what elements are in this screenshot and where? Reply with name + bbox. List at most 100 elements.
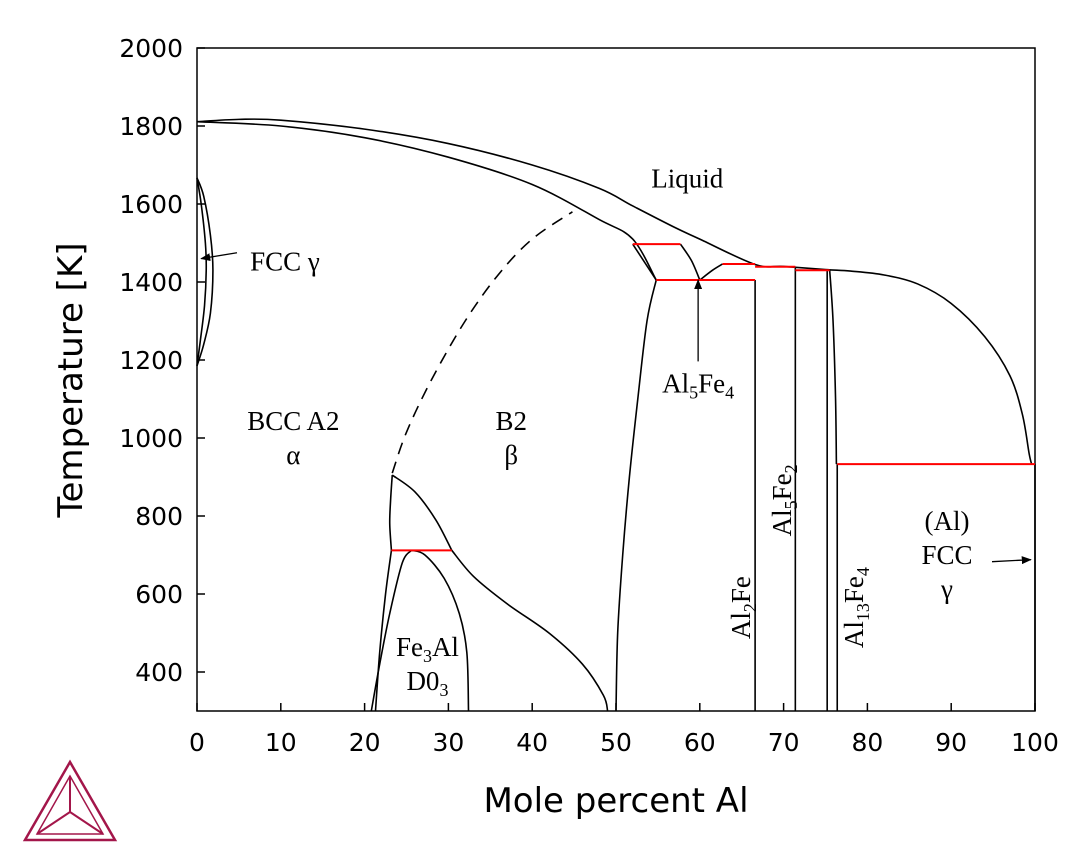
phase-label-text: FCC [921,540,972,570]
x-tick-label: 30 [432,728,464,757]
phase-label-al13fe4: Al13Fe4 [839,567,873,648]
label-segment: B2 [495,406,527,436]
x-tick-label: 80 [851,728,883,757]
label-segment: Fe [839,576,869,603]
boundary-liquidus-left [196,118,1033,465]
label-segment: Al [839,621,869,648]
boundary-gamma-loop-inner [196,177,208,366]
y-tick-label: 1400 [119,268,183,297]
boundary-d03-dome-left [370,549,413,712]
label-segment: α [286,440,300,470]
boundary-d03-upper-left [388,474,394,551]
plot-frame [196,47,1036,712]
subscript: 3 [423,646,432,666]
label-segment: β [504,440,518,470]
label-segment: Fe [396,632,423,662]
label-segment: Fe [698,368,725,398]
y-tick-label: 1000 [119,424,183,453]
label-segment: Al [432,632,459,662]
phase-boundaries [196,118,1036,712]
subscript: 5 [781,500,801,509]
boundary-d03-upper-right [391,474,453,551]
subscript: 13 [853,603,873,621]
subscript: 3 [439,680,448,700]
x-tick-label: 40 [516,728,548,757]
y-tick-label: 600 [135,580,183,609]
phase-label-text: γ [940,574,953,604]
label-segment: Liquid [651,164,723,194]
label-segment: BCC A2 [247,406,339,436]
boundary-al13fe4-right-top [828,270,838,465]
phase-label-al-fcc: (Al) FCC γ [921,506,1032,604]
boundary-b2-solvus [615,279,658,712]
label-segment: FCC [921,540,972,570]
phase-label-liquid: Liquid [651,164,723,194]
phase-label-al5fe4: Al5Fe4 [662,279,734,402]
label-segment: Al [662,368,689,398]
phase-label-al2fe: Al2Fe [726,576,760,639]
label-segment: Fe [767,473,797,500]
y-tick-label: 2000 [119,34,183,63]
phase-label-text: FCC γ [250,247,320,277]
x-tick-label: 20 [349,728,381,757]
x-tick-label: 0 [189,728,205,757]
phase-label-text: β [504,440,518,470]
boundary-d03-dome-right [411,549,470,712]
phase-label-text: α [286,440,300,470]
x-tick-label: 90 [935,728,967,757]
phase-label-text: Liquid [651,164,723,194]
y-tick-label: 800 [135,502,183,531]
x-tick-label: 60 [684,728,716,757]
phase-label-text: Al13Fe4 [839,567,873,648]
y-axis-ticks: 400 600 800 1000 1200 1400 1600 1800 2000 [119,34,205,687]
boundary-al5fe4-left [679,243,701,281]
phase-label-text: BCC A2 [247,406,339,436]
x-tick-label: 50 [600,728,632,757]
subscript: 4 [725,382,734,402]
x-tick-label: 70 [768,728,800,757]
boundary-al5fe4-right [699,263,723,281]
y-tick-label: 1600 [119,190,183,219]
phase-label-text: B2 [495,406,527,436]
phase-label-text: Al5Fe4 [662,368,734,402]
thermo-calc-logo [22,759,118,842]
phase-label-fcc-gamma-left: FCC γ [200,247,320,277]
label-segment: Al [767,509,797,536]
boundary-gamma-loop-outer [196,177,214,367]
boundary-solidus-bcc [196,120,657,281]
invariant-lines [391,243,1035,552]
label-segment: (Al) [925,506,970,536]
subscript: 2 [781,464,801,473]
y-tick-label: 1800 [119,112,183,141]
label-arrow [200,252,238,262]
phase-label-bcc-a2: BCC A2 α [247,406,339,470]
boundary-a2-b2-ordering [391,211,573,474]
subscript: 2 [740,603,760,612]
boundary-peritectic-left [632,243,657,281]
x-axis-title: Mole percent Al [483,781,748,821]
phase-label-text: (Al) [925,506,970,536]
phase-label-text: Al5Fe2 [767,464,801,536]
boundary-b2-d03-lower [451,549,609,712]
phase-label-text: Fe3Al [396,632,459,666]
phase-label-text: Al2Fe [726,576,760,639]
label-segment: D0 [406,666,439,696]
label-arrow [991,556,1032,565]
y-tick-label: 400 [135,658,183,687]
y-tick-label: 1200 [119,346,183,375]
phase-label-text: D03 [406,666,448,700]
x-tick-label: 100 [1011,728,1059,757]
subscript: 4 [853,567,873,576]
label-segment: Fe [726,576,756,603]
subscript: 5 [689,382,698,402]
x-axis-ticks: 0 10 20 30 40 50 60 70 80 90 100 [189,703,1059,757]
phase-label-al5fe2: Al5Fe2 [767,464,801,536]
y-axis-title: Temperature [K] [51,242,91,518]
x-tick-label: 10 [265,728,297,757]
label-segment: FCC γ [250,247,320,277]
boundary-alpha-two-phase-left [374,550,393,712]
label-segment: γ [940,574,953,604]
